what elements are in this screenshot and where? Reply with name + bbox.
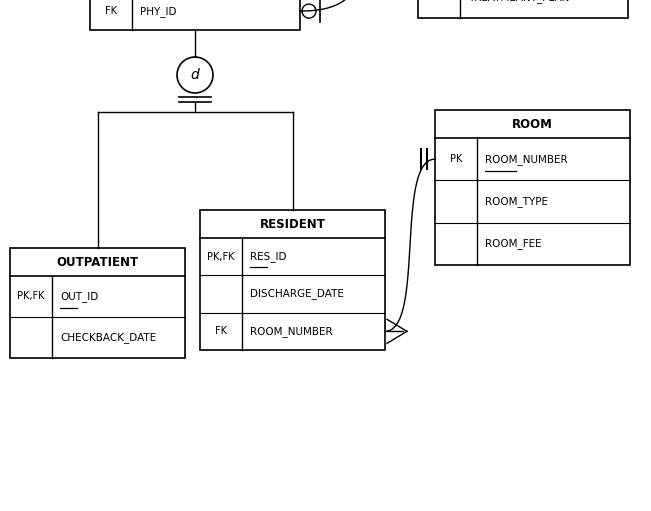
Bar (418, 0, 628, 18)
Bar (435, 110, 630, 265)
Text: ROOM_NUMBER: ROOM_NUMBER (485, 154, 568, 165)
Text: ROOM: ROOM (512, 118, 553, 130)
Text: OUT_ID: OUT_ID (60, 291, 98, 302)
Bar (200, 210, 385, 350)
Text: RES_ID: RES_ID (250, 251, 286, 262)
Text: ROOM_TYPE: ROOM_TYPE (485, 196, 548, 207)
Bar (90, 0, 300, 30)
Bar (10, 248, 185, 358)
Text: CHECKBACK_DATE: CHECKBACK_DATE (60, 332, 156, 343)
Text: PK,FK: PK,FK (207, 251, 235, 262)
Text: FK: FK (105, 6, 117, 16)
Text: PK,FK: PK,FK (17, 291, 45, 301)
Text: PHY_ID: PHY_ID (140, 6, 176, 16)
Text: RESIDENT: RESIDENT (260, 218, 326, 230)
Text: PK: PK (450, 154, 462, 164)
Text: OUTPATIENT: OUTPATIENT (57, 256, 139, 268)
Text: TREATMEANT_PLAN: TREATMEANT_PLAN (468, 0, 570, 3)
Text: DISCHARGE_DATE: DISCHARGE_DATE (250, 289, 344, 299)
Text: ROOM_FEE: ROOM_FEE (485, 238, 542, 249)
Text: FK: FK (215, 327, 227, 336)
Text: ROOM_NUMBER: ROOM_NUMBER (250, 326, 333, 337)
Text: d: d (191, 68, 199, 82)
